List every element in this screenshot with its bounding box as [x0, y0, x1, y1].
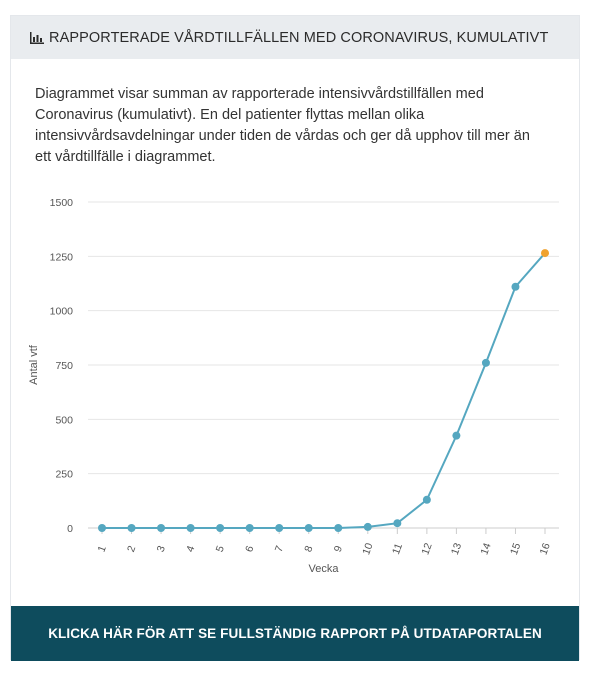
card-header: RAPPORTERADE VÅRDTILLFÄLLEN MED CORONAVI…	[11, 16, 579, 59]
x-tick-label: 10	[360, 541, 375, 556]
x-axis-title: Vecka	[309, 563, 340, 575]
chart-card: RAPPORTERADE VÅRDTILLFÄLLEN MED CORONAVI…	[10, 15, 580, 661]
y-tick-label: 1000	[50, 306, 74, 318]
x-tick-label: 12	[419, 541, 434, 556]
series-line	[102, 252, 546, 529]
y-tick-labels: 0 250 500 750 1000 1250 1500	[50, 197, 74, 535]
x-tick-label: 1	[96, 544, 109, 554]
data-point[interactable]	[334, 524, 343, 532]
x-tick-label: 14	[478, 541, 493, 556]
y-tick-label: 1250	[50, 251, 74, 263]
y-tick-label: 0	[67, 523, 73, 535]
data-point[interactable]	[216, 524, 225, 532]
x-tick-label: 16	[538, 541, 553, 556]
card-title: RAPPORTERADE VÅRDTILLFÄLLEN MED CORONAVI…	[49, 29, 549, 46]
data-point[interactable]	[452, 431, 461, 440]
data-point[interactable]	[245, 524, 254, 532]
x-tick-label: 4	[184, 544, 197, 554]
x-tick-label: 7	[273, 544, 286, 554]
data-point[interactable]	[393, 519, 402, 528]
bar-chart-icon	[30, 31, 44, 44]
x-tick-label: 6	[243, 544, 256, 554]
x-tick-label: 11	[390, 542, 405, 556]
x-tick-label: 5	[214, 544, 227, 554]
y-tick-label: 250	[55, 469, 73, 481]
data-point[interactable]	[541, 249, 549, 258]
data-point[interactable]	[157, 524, 166, 532]
y-axis-title: Antal vtf	[28, 344, 40, 385]
x-tick-label: 8	[302, 544, 315, 554]
data-point[interactable]	[98, 524, 106, 532]
y-tick-label: 750	[55, 360, 73, 372]
x-tick-labels: 1 2 3 4 5 6 7 8 9 10 11 12 13 14 15 16	[96, 528, 553, 557]
chart-description: Diagrammet visar summan av rapporterade …	[35, 86, 530, 165]
y-tick-label: 1500	[50, 197, 74, 209]
x-tick-label: 13	[449, 541, 464, 556]
full-report-link[interactable]: KLICKA HÄR FÖR ATT SE FULLSTÄNDIG RAPPOR…	[11, 606, 579, 661]
x-tick-label: 15	[508, 541, 523, 556]
data-point[interactable]	[363, 522, 372, 531]
x-tick-label: 3	[155, 544, 168, 554]
data-point[interactable]	[275, 524, 284, 532]
data-point[interactable]	[304, 524, 313, 532]
data-point[interactable]	[481, 358, 490, 367]
x-tick-label: 9	[332, 544, 345, 554]
data-points	[98, 249, 549, 532]
y-tick-label: 500	[55, 414, 73, 426]
data-point[interactable]	[511, 282, 520, 291]
data-point[interactable]	[127, 524, 136, 532]
data-point[interactable]	[422, 495, 431, 504]
x-tick-label: 2	[125, 544, 138, 554]
data-point[interactable]	[186, 524, 195, 532]
